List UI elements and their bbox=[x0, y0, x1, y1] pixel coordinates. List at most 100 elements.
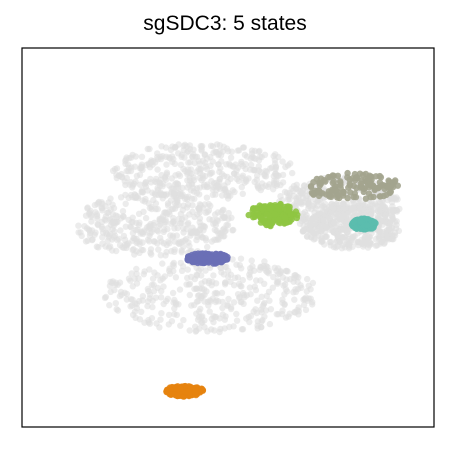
background-cell-point bbox=[138, 163, 145, 170]
state-cell-point bbox=[316, 182, 323, 189]
background-cell-point bbox=[139, 189, 147, 196]
background-cell-point bbox=[102, 293, 110, 301]
background-cell-point bbox=[371, 202, 379, 209]
state-cell-point bbox=[363, 221, 371, 229]
background-cell-point bbox=[105, 199, 112, 206]
background-cell-point bbox=[310, 200, 318, 208]
background-cell-point bbox=[345, 208, 352, 216]
state-cell-point bbox=[199, 255, 207, 262]
background-cell-point bbox=[81, 223, 88, 230]
background-cell-point bbox=[204, 243, 211, 251]
background-cell-point bbox=[216, 185, 223, 192]
background-cell-point bbox=[212, 280, 220, 287]
background-cell-point bbox=[201, 324, 208, 331]
background-cell-point bbox=[170, 262, 177, 270]
background-cell-point bbox=[174, 180, 181, 187]
background-cell-point bbox=[295, 187, 302, 194]
state-cell-point bbox=[357, 217, 364, 225]
background-cell-point bbox=[282, 267, 290, 275]
background-cell-point bbox=[197, 305, 204, 313]
state-cell-point bbox=[268, 205, 275, 212]
state-cell-point bbox=[168, 391, 175, 398]
background-cell-point bbox=[144, 302, 151, 310]
state-cell-point bbox=[334, 172, 342, 179]
state-cell-point bbox=[377, 193, 384, 200]
background-cell-point bbox=[149, 303, 156, 311]
background-cell-point bbox=[289, 169, 296, 177]
background-cell-point bbox=[169, 234, 176, 241]
background-cell-point bbox=[216, 147, 223, 155]
background-cell-point bbox=[128, 270, 135, 277]
background-cell-point bbox=[224, 301, 231, 308]
background-cell-point bbox=[262, 173, 270, 180]
background-cell-point bbox=[206, 216, 213, 223]
background-cell-point bbox=[193, 298, 201, 305]
background-cell-point bbox=[199, 234, 206, 241]
background-cell-point bbox=[317, 198, 324, 205]
state-cell-point bbox=[340, 190, 347, 197]
background-cell-point bbox=[251, 283, 258, 290]
background-cell-point bbox=[184, 196, 191, 203]
background-cell-point bbox=[227, 192, 234, 199]
background-cell-point bbox=[119, 208, 127, 215]
background-cell-point bbox=[217, 264, 224, 271]
background-cell-point bbox=[123, 244, 130, 252]
background-cell-point bbox=[123, 290, 131, 298]
state-cell-point bbox=[345, 184, 352, 191]
background-cell-point bbox=[198, 314, 205, 321]
background-cell-point bbox=[275, 311, 282, 318]
chart-title: sgSDC3: 5 states bbox=[143, 12, 307, 35]
background-cell-point bbox=[321, 228, 329, 235]
background-cell-point bbox=[292, 271, 299, 279]
state-cell-point bbox=[344, 174, 351, 181]
background-cell-point bbox=[94, 221, 102, 229]
background-cell-point bbox=[302, 306, 310, 314]
background-cell-point bbox=[178, 247, 185, 254]
background-cell-point bbox=[125, 216, 132, 224]
background-cell-point bbox=[242, 165, 249, 173]
background-cell-point bbox=[233, 261, 240, 268]
background-cell-point bbox=[237, 298, 244, 306]
background-cell-point bbox=[301, 209, 309, 216]
state-cell-point bbox=[350, 219, 358, 226]
background-cell-point bbox=[269, 284, 276, 291]
background-cell-point bbox=[217, 165, 224, 172]
background-cell-point bbox=[379, 221, 386, 228]
background-cell-point bbox=[303, 288, 310, 295]
background-cell-point bbox=[254, 297, 261, 304]
background-cell-point bbox=[279, 158, 286, 165]
background-cell-point bbox=[291, 202, 299, 210]
state-cell-point bbox=[292, 208, 300, 215]
background-cell-point bbox=[192, 328, 199, 335]
state-cell-point bbox=[258, 214, 265, 222]
background-cell-point bbox=[383, 232, 391, 239]
background-cell-point bbox=[261, 280, 268, 287]
background-cell-point bbox=[168, 185, 175, 192]
state-cell-point bbox=[212, 250, 220, 257]
background-cell-point bbox=[139, 197, 146, 204]
background-cell-point bbox=[136, 219, 143, 226]
background-cell-point bbox=[212, 211, 219, 218]
background-cell-point bbox=[166, 240, 173, 247]
background-cell-point bbox=[239, 276, 246, 284]
background-cell-point bbox=[177, 322, 184, 329]
background-cell-point bbox=[221, 213, 228, 220]
background-cell-point bbox=[186, 142, 194, 149]
background-cell-point bbox=[345, 241, 352, 249]
background-cell-point bbox=[182, 214, 189, 221]
state-cell-point bbox=[197, 250, 204, 257]
state-cell-point bbox=[192, 389, 199, 396]
background-cell-point bbox=[114, 281, 121, 288]
background-cell-point bbox=[186, 327, 193, 334]
state-cell-point bbox=[307, 183, 315, 191]
background-cell-point bbox=[122, 156, 130, 163]
background-cell-point bbox=[115, 235, 123, 243]
background-cell-point bbox=[186, 242, 193, 250]
background-cell-point bbox=[173, 311, 180, 319]
background-cell-point bbox=[139, 297, 146, 304]
background-cell-point bbox=[225, 209, 232, 217]
background-cell-point bbox=[136, 316, 144, 323]
background-cell-point bbox=[291, 296, 298, 303]
background-cell-point bbox=[133, 305, 141, 312]
